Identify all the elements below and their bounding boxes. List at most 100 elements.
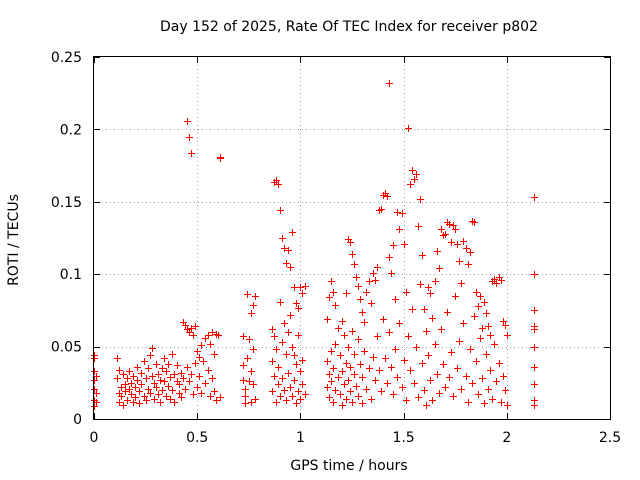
x-tick-label: 2.5	[599, 430, 621, 446]
data-point	[347, 388, 354, 395]
data-point	[394, 209, 401, 216]
data-point	[493, 280, 500, 287]
data-point	[370, 270, 377, 277]
data-point	[211, 388, 218, 395]
data-point	[242, 393, 249, 400]
data-point	[120, 402, 127, 409]
data-point	[469, 380, 476, 387]
data-point	[174, 362, 181, 369]
data-point	[425, 352, 432, 359]
data-point	[339, 402, 346, 409]
data-point	[361, 348, 368, 355]
data-point	[413, 344, 420, 351]
data-point	[386, 329, 393, 336]
data-point	[345, 377, 352, 384]
data-point	[438, 326, 445, 333]
data-point	[299, 290, 306, 297]
data-point	[396, 320, 403, 327]
data-point	[483, 351, 490, 358]
data-point	[359, 400, 366, 407]
data-point	[363, 289, 370, 296]
data-point	[147, 352, 154, 359]
data-point	[295, 305, 302, 312]
data-point	[157, 399, 164, 406]
data-point	[178, 394, 185, 401]
data-point	[504, 332, 511, 339]
data-point	[368, 300, 375, 307]
data-point	[275, 381, 282, 388]
data-point	[302, 391, 309, 398]
data-point	[207, 393, 214, 400]
data-point	[477, 293, 484, 300]
data-point	[444, 309, 451, 316]
data-point	[471, 219, 478, 226]
data-point	[341, 381, 348, 388]
data-point	[335, 374, 342, 381]
data-point	[326, 371, 333, 378]
data-point	[415, 223, 422, 230]
data-point	[217, 394, 224, 401]
data-point	[473, 289, 480, 296]
data-point	[163, 393, 170, 400]
data-point	[192, 360, 199, 367]
data-point	[491, 276, 498, 283]
x-tick-label: 1.5	[392, 430, 414, 446]
data-point	[388, 270, 395, 277]
data-point	[442, 231, 449, 238]
data-point	[419, 252, 426, 259]
data-point	[407, 181, 414, 188]
data-point	[202, 380, 209, 387]
data-point	[147, 390, 154, 397]
data-point	[423, 328, 430, 335]
data-point	[250, 346, 257, 353]
data-point	[401, 357, 408, 364]
data-point	[205, 332, 212, 339]
y-tick-label: 0.15	[51, 195, 82, 211]
y-tick-label: 0.05	[51, 340, 82, 356]
data-point	[118, 393, 125, 400]
data-point	[283, 397, 290, 404]
data-point	[145, 386, 152, 393]
data-point	[283, 260, 290, 267]
data-point	[485, 386, 492, 393]
data-point	[281, 245, 288, 252]
data-point	[481, 299, 488, 306]
data-point	[496, 360, 503, 367]
data-point	[473, 358, 480, 365]
data-point	[390, 391, 397, 398]
data-point	[479, 325, 486, 332]
data-point	[409, 306, 416, 313]
data-point	[299, 357, 306, 364]
data-point	[293, 400, 300, 407]
data-point	[351, 351, 358, 358]
data-point	[246, 336, 253, 343]
data-point	[269, 388, 276, 395]
data-point	[217, 155, 224, 162]
data-point	[411, 176, 418, 183]
data-point	[436, 265, 443, 272]
data-point	[413, 171, 420, 178]
data-point	[498, 277, 505, 284]
data-point	[184, 364, 191, 371]
data-point	[332, 302, 339, 309]
data-point	[93, 399, 100, 406]
data-point	[285, 329, 292, 336]
data-point	[213, 397, 220, 404]
data-point	[240, 333, 247, 340]
data-point	[355, 283, 362, 290]
data-point	[295, 388, 302, 395]
data-point	[91, 386, 98, 393]
data-point	[141, 393, 148, 400]
data-point	[167, 374, 174, 381]
data-point	[531, 364, 538, 371]
data-point	[136, 388, 143, 395]
data-point	[450, 393, 457, 400]
data-point	[114, 375, 121, 382]
data-point	[248, 368, 255, 375]
data-point	[289, 344, 296, 351]
data-point	[378, 206, 385, 213]
data-point	[339, 318, 346, 325]
data-point	[405, 333, 412, 340]
data-point	[372, 277, 379, 284]
